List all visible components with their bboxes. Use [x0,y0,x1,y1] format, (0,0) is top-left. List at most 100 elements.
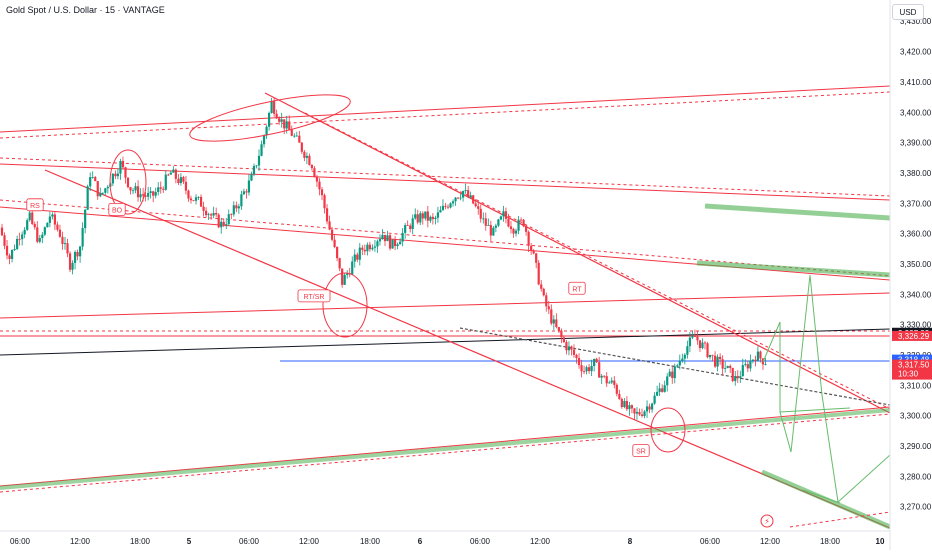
candle-body [489,225,492,236]
candle-body [237,206,240,209]
lightning-icon[interactable] [760,514,774,528]
candle-body [71,262,74,270]
price-tick-label: 3,290.00 [900,442,932,451]
candle-body [406,225,409,226]
candle-body [0,227,4,236]
currency-button[interactable]: USD [892,4,924,20]
candle-body [383,234,387,242]
trendline-bottom-dashed [789,511,891,528]
candle-body [547,306,550,310]
candle-body [643,411,646,416]
candle-body [454,197,457,202]
candle-body [509,226,513,229]
candle-body [628,405,631,410]
candle-body [373,246,377,248]
candle-body [411,218,414,230]
candle-body [434,217,437,220]
candle-body [497,219,500,226]
zone-green-top [704,203,891,221]
candle-body [706,343,709,358]
candle-body [46,222,49,228]
candle-body [267,112,271,127]
candle-body [464,190,467,192]
candle-body [260,144,263,156]
trendline-upper-channel-top [0,85,891,133]
candle-body [275,113,278,119]
candle-body [519,219,523,221]
candle-body [212,213,215,216]
candle-body [111,173,114,184]
price-tag-countdown: 10:30 [898,370,919,379]
candle-body [96,181,99,197]
candle-body [28,212,31,221]
candle-body [630,405,634,409]
candle-body [688,337,691,347]
candle-body [278,118,281,122]
candle-body [142,194,145,196]
zone-green-mid [696,260,891,278]
time-tick-label: 12:00 [70,537,91,546]
candle-body [593,358,596,366]
candle-body [10,249,14,259]
candle-body [21,234,24,240]
candle-body [570,346,573,350]
annotation-box [26,198,44,212]
candle-body [358,247,361,260]
candle-body [152,191,155,196]
time-tick-label: 18:00 [130,537,151,546]
price-tick-label: 3,420.00 [900,48,932,57]
price-tick-label: 3,430.00 [900,17,932,26]
candle-body [572,349,576,355]
price-tick-label: 3,370.00 [900,199,932,208]
candle-body [363,249,366,252]
candle-body [595,358,598,363]
candle-body [3,235,6,246]
candle-body [603,375,606,377]
candle-body [144,195,147,197]
candle-body [504,211,508,219]
candle-body [252,165,256,175]
candle-body [671,371,674,379]
candle-body [691,336,694,338]
trendline-support-green [0,408,891,490]
candle-body [658,388,661,392]
candle-body [739,376,742,379]
candle-body [530,245,533,251]
candle-body [540,284,543,289]
candle-body [250,174,253,181]
time-axis[interactable]: 06:00 12:00 18:00 5 06:00 12:00 18:00 6 06:00 12:… [0,530,890,546]
candle-body [638,411,641,415]
candle-body [194,197,198,201]
candle-body [676,365,679,367]
time-tick-label: 6 [418,537,423,546]
candle-body [409,225,412,230]
candle-body [749,360,752,369]
price-axis[interactable]: 3,270.00 3,280.00 3,290.00 3,300.00 3,310.00… [889,0,932,550]
time-tick-label: 12:00 [299,537,320,546]
candle-body [328,221,331,230]
candle-body [371,247,374,250]
candle-body [116,173,120,177]
projection-path [762,274,891,503]
candle-body [119,160,122,174]
candle-body [618,393,621,399]
candle-body [378,239,382,242]
candle-body [681,358,684,361]
candle-body [323,195,326,209]
candle-body [293,135,296,137]
candle-body [114,173,117,177]
candle-body [89,177,92,187]
candle-body [555,319,558,328]
candle-body [13,248,16,250]
candle-body [220,221,223,228]
candle-body [416,214,419,223]
candle-body [600,375,603,378]
candle-body [585,367,588,372]
candle-body [479,208,482,219]
candle-body [512,228,515,234]
candle-body [552,319,555,324]
candle-body [472,195,475,204]
trendline-support-dashed [0,413,891,493]
